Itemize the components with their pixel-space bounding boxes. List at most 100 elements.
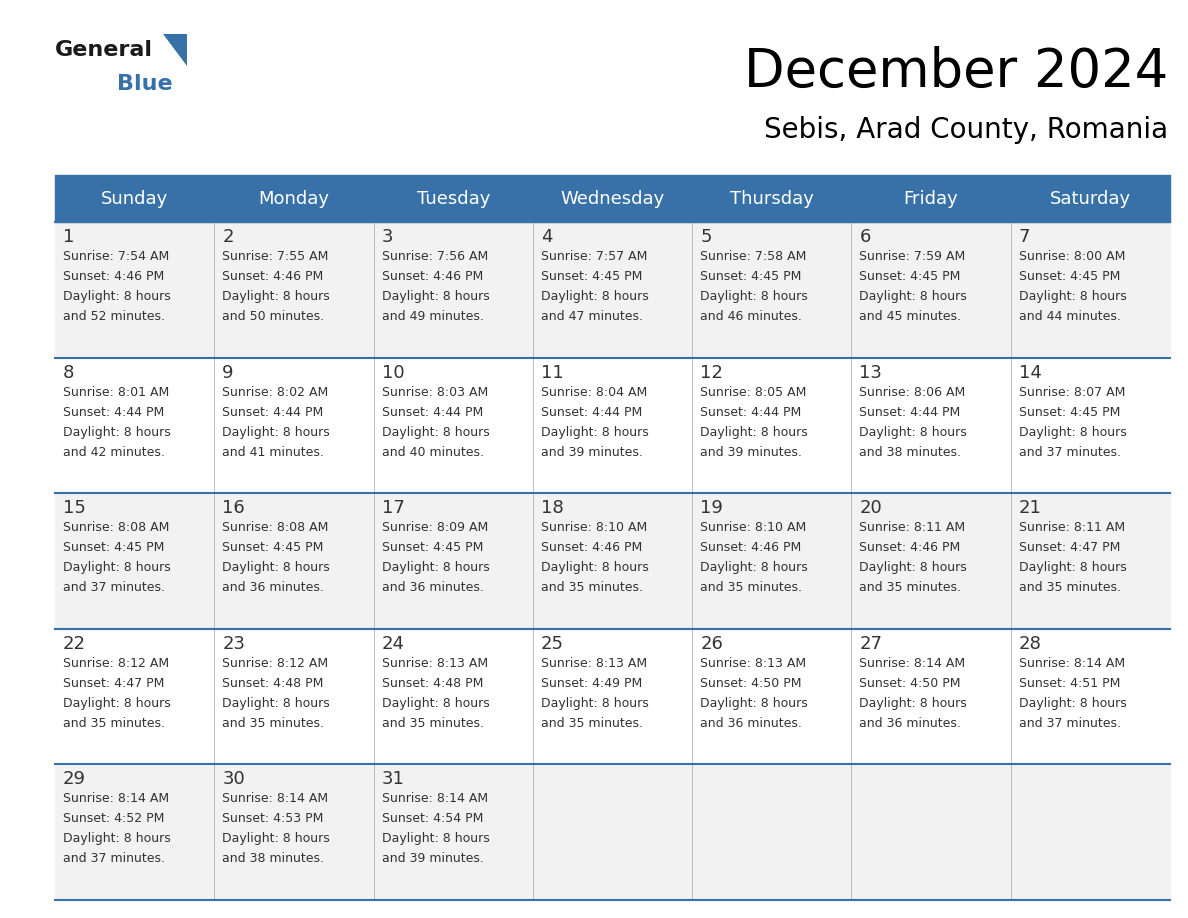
- Text: Daylight: 8 hours: Daylight: 8 hours: [381, 290, 489, 303]
- Text: Sunset: 4:52 PM: Sunset: 4:52 PM: [63, 812, 164, 825]
- Text: 11: 11: [541, 364, 563, 382]
- Text: 9: 9: [222, 364, 234, 382]
- Text: Friday: Friday: [904, 189, 959, 207]
- Text: Daylight: 8 hours: Daylight: 8 hours: [381, 833, 489, 845]
- Text: and 40 minutes.: and 40 minutes.: [381, 445, 484, 459]
- Text: Sunset: 4:44 PM: Sunset: 4:44 PM: [859, 406, 961, 419]
- Text: Sunrise: 7:59 AM: Sunrise: 7:59 AM: [859, 250, 966, 263]
- Text: Daylight: 8 hours: Daylight: 8 hours: [381, 426, 489, 439]
- Text: Sunset: 4:44 PM: Sunset: 4:44 PM: [222, 406, 323, 419]
- Text: 25: 25: [541, 635, 564, 653]
- Text: Daylight: 8 hours: Daylight: 8 hours: [222, 561, 330, 574]
- Text: Sunset: 4:44 PM: Sunset: 4:44 PM: [541, 406, 642, 419]
- Text: and 38 minutes.: and 38 minutes.: [859, 445, 961, 459]
- Text: Sunset: 4:46 PM: Sunset: 4:46 PM: [381, 270, 482, 283]
- Text: and 38 minutes.: and 38 minutes.: [222, 853, 324, 866]
- Text: 31: 31: [381, 770, 404, 789]
- Text: Sunrise: 8:06 AM: Sunrise: 8:06 AM: [859, 386, 966, 398]
- Text: Sunrise: 8:14 AM: Sunrise: 8:14 AM: [63, 792, 169, 805]
- Text: 22: 22: [63, 635, 86, 653]
- Text: Sunset: 4:51 PM: Sunset: 4:51 PM: [1019, 677, 1120, 689]
- Text: Daylight: 8 hours: Daylight: 8 hours: [222, 697, 330, 710]
- Text: 12: 12: [700, 364, 723, 382]
- Text: 8: 8: [63, 364, 75, 382]
- Text: Sunrise: 8:11 AM: Sunrise: 8:11 AM: [859, 521, 966, 534]
- Text: Daylight: 8 hours: Daylight: 8 hours: [541, 426, 649, 439]
- Text: Sunset: 4:44 PM: Sunset: 4:44 PM: [381, 406, 482, 419]
- Text: Sunrise: 8:12 AM: Sunrise: 8:12 AM: [63, 656, 169, 670]
- Text: and 35 minutes.: and 35 minutes.: [541, 717, 643, 730]
- Text: Daylight: 8 hours: Daylight: 8 hours: [541, 561, 649, 574]
- Text: Sunrise: 8:10 AM: Sunrise: 8:10 AM: [700, 521, 807, 534]
- Text: 7: 7: [1019, 228, 1030, 246]
- Text: 23: 23: [222, 635, 245, 653]
- Text: Wednesday: Wednesday: [561, 189, 664, 207]
- Text: Sunrise: 8:04 AM: Sunrise: 8:04 AM: [541, 386, 647, 398]
- Text: Daylight: 8 hours: Daylight: 8 hours: [1019, 561, 1126, 574]
- Text: Sunset: 4:50 PM: Sunset: 4:50 PM: [700, 677, 802, 689]
- Text: Daylight: 8 hours: Daylight: 8 hours: [1019, 426, 1126, 439]
- Text: and 49 minutes.: and 49 minutes.: [381, 310, 484, 323]
- Text: 28: 28: [1019, 635, 1042, 653]
- Bar: [55, 493, 1170, 629]
- Text: and 35 minutes.: and 35 minutes.: [541, 581, 643, 594]
- Text: 30: 30: [222, 770, 245, 789]
- Text: Daylight: 8 hours: Daylight: 8 hours: [700, 426, 808, 439]
- Text: and 36 minutes.: and 36 minutes.: [222, 581, 324, 594]
- Text: Saturday: Saturday: [1050, 189, 1131, 207]
- Text: Daylight: 8 hours: Daylight: 8 hours: [859, 561, 967, 574]
- Text: Daylight: 8 hours: Daylight: 8 hours: [222, 290, 330, 303]
- Text: Sunset: 4:45 PM: Sunset: 4:45 PM: [700, 270, 802, 283]
- Text: Sunset: 4:44 PM: Sunset: 4:44 PM: [63, 406, 164, 419]
- Text: and 37 minutes.: and 37 minutes.: [1019, 717, 1120, 730]
- Text: 10: 10: [381, 364, 404, 382]
- Text: and 41 minutes.: and 41 minutes.: [222, 445, 324, 459]
- Text: Sunrise: 8:10 AM: Sunrise: 8:10 AM: [541, 521, 647, 534]
- Text: 5: 5: [700, 228, 712, 246]
- Text: Sunrise: 8:14 AM: Sunrise: 8:14 AM: [381, 792, 488, 805]
- Text: Daylight: 8 hours: Daylight: 8 hours: [381, 561, 489, 574]
- Text: 29: 29: [63, 770, 86, 789]
- Text: Sunset: 4:47 PM: Sunset: 4:47 PM: [63, 677, 164, 689]
- Text: Sunrise: 8:13 AM: Sunrise: 8:13 AM: [541, 656, 647, 670]
- Text: Sunrise: 8:12 AM: Sunrise: 8:12 AM: [222, 656, 328, 670]
- Text: Sunrise: 8:05 AM: Sunrise: 8:05 AM: [700, 386, 807, 398]
- Text: 4: 4: [541, 228, 552, 246]
- Text: Daylight: 8 hours: Daylight: 8 hours: [859, 697, 967, 710]
- Bar: [55, 175, 1170, 222]
- Text: and 36 minutes.: and 36 minutes.: [700, 717, 802, 730]
- Bar: [55, 358, 1170, 493]
- Text: 16: 16: [222, 499, 245, 517]
- Text: Sunset: 4:46 PM: Sunset: 4:46 PM: [63, 270, 164, 283]
- Text: and 35 minutes.: and 35 minutes.: [63, 717, 165, 730]
- Text: Sunrise: 8:14 AM: Sunrise: 8:14 AM: [222, 792, 328, 805]
- Text: Sunset: 4:46 PM: Sunset: 4:46 PM: [859, 542, 961, 554]
- Text: and 35 minutes.: and 35 minutes.: [1019, 581, 1120, 594]
- Text: Daylight: 8 hours: Daylight: 8 hours: [859, 426, 967, 439]
- Text: Blue: Blue: [116, 74, 172, 94]
- Text: and 52 minutes.: and 52 minutes.: [63, 310, 165, 323]
- Text: Sunrise: 8:02 AM: Sunrise: 8:02 AM: [222, 386, 329, 398]
- Text: 13: 13: [859, 364, 883, 382]
- Text: Daylight: 8 hours: Daylight: 8 hours: [700, 561, 808, 574]
- Text: Daylight: 8 hours: Daylight: 8 hours: [1019, 290, 1126, 303]
- Text: Sunset: 4:45 PM: Sunset: 4:45 PM: [63, 542, 164, 554]
- Text: Sunrise: 8:09 AM: Sunrise: 8:09 AM: [381, 521, 488, 534]
- Text: December 2024: December 2024: [744, 46, 1168, 98]
- Text: Daylight: 8 hours: Daylight: 8 hours: [63, 561, 171, 574]
- Text: Sunday: Sunday: [101, 189, 169, 207]
- Text: Daylight: 8 hours: Daylight: 8 hours: [541, 697, 649, 710]
- Text: Tuesday: Tuesday: [417, 189, 489, 207]
- Text: Sunset: 4:45 PM: Sunset: 4:45 PM: [222, 542, 323, 554]
- Text: Sunrise: 8:08 AM: Sunrise: 8:08 AM: [222, 521, 329, 534]
- Text: Sunset: 4:46 PM: Sunset: 4:46 PM: [222, 270, 323, 283]
- Text: 14: 14: [1019, 364, 1042, 382]
- Text: and 42 minutes.: and 42 minutes.: [63, 445, 165, 459]
- Text: Daylight: 8 hours: Daylight: 8 hours: [63, 833, 171, 845]
- Text: and 35 minutes.: and 35 minutes.: [859, 581, 961, 594]
- Text: 15: 15: [63, 499, 86, 517]
- Text: Sunrise: 8:00 AM: Sunrise: 8:00 AM: [1019, 250, 1125, 263]
- Text: 19: 19: [700, 499, 723, 517]
- Text: 27: 27: [859, 635, 883, 653]
- Bar: [55, 629, 1170, 765]
